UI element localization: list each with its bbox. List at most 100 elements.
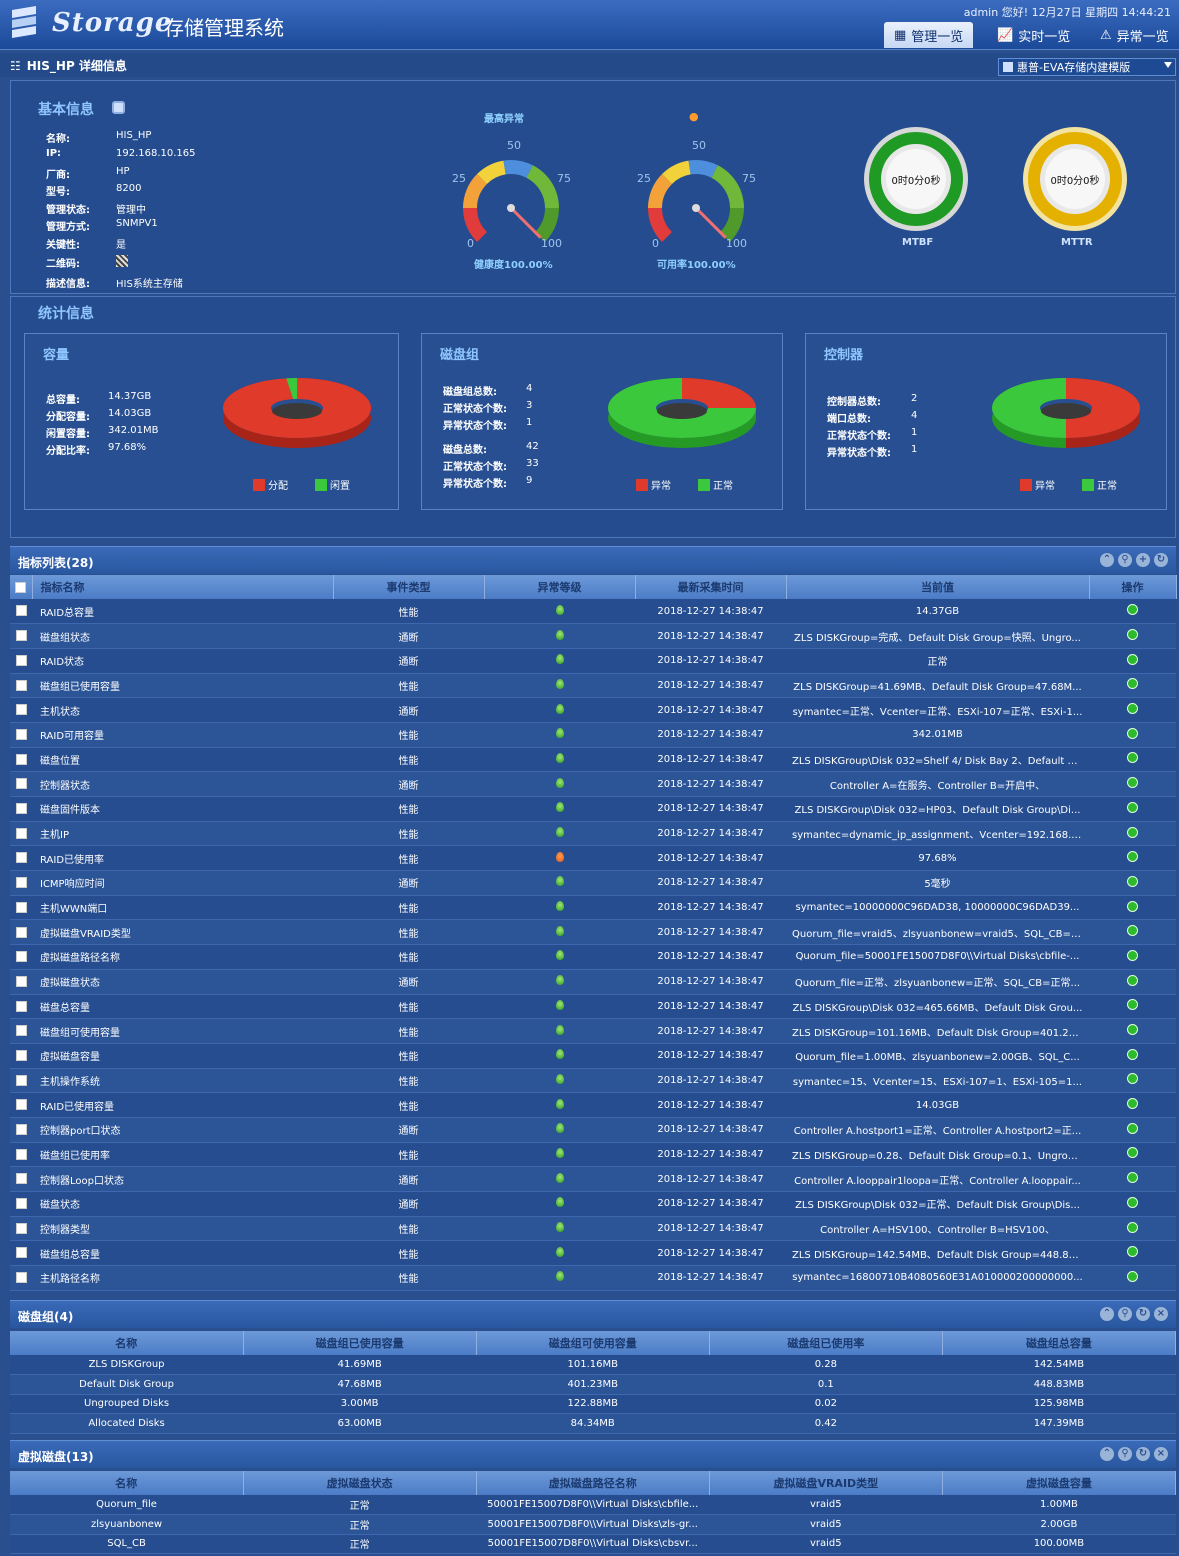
row-select[interactable] bbox=[10, 648, 32, 674]
row-action[interactable] bbox=[1089, 796, 1176, 822]
row-action[interactable] bbox=[1089, 969, 1176, 995]
row-action[interactable] bbox=[1089, 994, 1176, 1020]
table-row[interactable]: 虚拟磁盘路径名称 性能 2018-12-27 14:38:47 Quorum_file… bbox=[10, 944, 1176, 970]
table-row[interactable]: 虚拟磁盘VRAID类型 性能 2018-12-27 14:38:47 Quorum_f… bbox=[10, 919, 1176, 946]
row-select[interactable] bbox=[10, 1043, 32, 1069]
row-checkbox[interactable] bbox=[15, 852, 27, 864]
row-select[interactable] bbox=[10, 944, 32, 970]
table-row[interactable]: 主机状态 通断 2018-12-27 14:38:47 symantec=正常、Vce… bbox=[10, 697, 1176, 723]
row-action[interactable] bbox=[1089, 1216, 1176, 1242]
table-row[interactable]: 主机WWN端口 性能 2018-12-27 14:38:47 symantec=100… bbox=[10, 895, 1176, 921]
column-header[interactable]: 异常等级 bbox=[484, 575, 636, 599]
row-checkbox[interactable] bbox=[15, 1000, 27, 1012]
row-checkbox[interactable] bbox=[15, 877, 27, 889]
select-all-checkbox[interactable] bbox=[15, 582, 27, 593]
action-icon[interactable] bbox=[1127, 1147, 1138, 1159]
nav-management-overview[interactable]: ▦ 管理一览 bbox=[884, 22, 974, 48]
template-select[interactable]: 惠普-EVA存储内建模版 bbox=[998, 58, 1176, 76]
row-select[interactable] bbox=[10, 1092, 32, 1118]
column-header[interactable]: 虚拟磁盘VRAID类型 bbox=[709, 1471, 943, 1495]
row-select[interactable] bbox=[10, 845, 32, 872]
action-icon[interactable] bbox=[1127, 900, 1138, 912]
table-row[interactable]: 控制器状态 通断 2018-12-27 14:38:47 Controller A=在… bbox=[10, 771, 1176, 797]
table-row[interactable]: Default Disk Group 47.68MB 401.23MB 0.1 448.… bbox=[10, 1374, 1176, 1395]
add-icon[interactable]: + bbox=[1136, 553, 1150, 567]
row-select[interactable] bbox=[10, 623, 32, 649]
row-select[interactable] bbox=[10, 1142, 32, 1168]
action-icon[interactable] bbox=[1127, 752, 1138, 764]
column-header[interactable]: 事件类型 bbox=[333, 575, 485, 599]
row-action[interactable] bbox=[1089, 1191, 1176, 1217]
row-action[interactable] bbox=[1089, 1018, 1176, 1044]
row-checkbox[interactable] bbox=[15, 1272, 27, 1284]
table-row[interactable]: 虚拟磁盘容量 性能 2018-12-27 14:38:47 Quorum_file=1… bbox=[10, 1043, 1176, 1069]
column-header[interactable]: 名称 bbox=[10, 1471, 244, 1495]
action-icon[interactable] bbox=[1127, 1098, 1138, 1110]
row-checkbox[interactable] bbox=[15, 1148, 27, 1160]
action-icon[interactable] bbox=[1127, 1073, 1138, 1085]
row-checkbox[interactable] bbox=[15, 729, 27, 741]
table-row[interactable]: 磁盘总容量 性能 2018-12-27 14:38:47 ZLS DISKGroup\… bbox=[10, 994, 1176, 1020]
table-row[interactable]: RAID总容量 性能 2018-12-27 14:38:47 14.37GB bbox=[10, 599, 1176, 625]
refresh-icon[interactable]: ↻ bbox=[1136, 1447, 1150, 1461]
row-checkbox[interactable] bbox=[15, 605, 27, 617]
row-action[interactable] bbox=[1089, 623, 1176, 649]
row-checkbox[interactable] bbox=[15, 753, 27, 765]
row-action[interactable] bbox=[1089, 895, 1176, 921]
action-icon[interactable] bbox=[1127, 1172, 1138, 1184]
column-header[interactable]: 磁盘组总容量 bbox=[942, 1331, 1177, 1355]
table-row[interactable]: 磁盘组已使用容量 性能 2018-12-27 14:38:47 ZLS DISKGro… bbox=[10, 673, 1176, 699]
row-select[interactable] bbox=[10, 870, 32, 896]
action-icon[interactable] bbox=[1127, 949, 1138, 961]
row-checkbox[interactable] bbox=[15, 901, 27, 913]
row-action[interactable] bbox=[1089, 722, 1176, 748]
row-checkbox[interactable] bbox=[15, 654, 27, 666]
table-row[interactable]: RAID已使用容量 性能 2018-12-27 14:38:47 14.03GB bbox=[10, 1092, 1176, 1118]
row-checkbox[interactable] bbox=[15, 679, 27, 691]
action-icon[interactable] bbox=[1127, 653, 1138, 665]
row-action[interactable] bbox=[1089, 1166, 1176, 1192]
table-row[interactable]: Allocated Disks 63.00MB 84.34MB 0.42 147.39M… bbox=[10, 1413, 1176, 1434]
row-action[interactable] bbox=[1089, 599, 1176, 625]
column-header[interactable]: 虚拟磁盘状态 bbox=[243, 1471, 477, 1495]
row-select[interactable] bbox=[10, 1240, 32, 1267]
table-row[interactable]: RAID已使用率 性能 2018-12-27 14:38:47 97.68% bbox=[10, 845, 1176, 872]
refresh-icon[interactable]: ↻ bbox=[1154, 553, 1168, 567]
row-checkbox[interactable] bbox=[15, 630, 27, 642]
row-select[interactable] bbox=[10, 673, 32, 699]
row-checkbox[interactable] bbox=[15, 1124, 27, 1136]
row-action[interactable] bbox=[1089, 1142, 1176, 1168]
row-action[interactable] bbox=[1089, 1092, 1176, 1118]
row-select[interactable] bbox=[10, 796, 32, 822]
column-header[interactable]: 当前值 bbox=[786, 575, 1090, 599]
row-select[interactable] bbox=[10, 994, 32, 1020]
row-action[interactable] bbox=[1089, 697, 1176, 723]
column-header[interactable]: 磁盘组可使用容量 bbox=[476, 1331, 710, 1355]
table-row[interactable]: 控制器port口状态 通断 2018-12-27 14:38:47 Controlle… bbox=[10, 1117, 1176, 1143]
row-select[interactable] bbox=[10, 599, 32, 625]
table-row[interactable]: Ungrouped Disks 3.00MB 122.88MB 0.02 125.98M… bbox=[10, 1394, 1176, 1414]
row-select[interactable] bbox=[10, 1191, 32, 1217]
row-select[interactable] bbox=[10, 1216, 32, 1242]
action-icon[interactable] bbox=[1127, 925, 1138, 937]
column-header[interactable]: 指标名称 bbox=[32, 575, 334, 599]
close-icon[interactable]: × bbox=[1154, 1447, 1168, 1461]
settings-icon[interactable] bbox=[112, 101, 125, 114]
action-icon[interactable] bbox=[1127, 703, 1138, 715]
row-action[interactable] bbox=[1089, 821, 1176, 847]
table-row[interactable]: 磁盘组状态 通断 2018-12-27 14:38:47 ZLS DISKGroup=… bbox=[10, 623, 1176, 649]
collapse-icon[interactable]: ⌃ bbox=[1100, 1447, 1114, 1461]
select-all-header[interactable] bbox=[10, 575, 33, 599]
table-row[interactable]: 磁盘组已使用率 性能 2018-12-27 14:38:47 ZLS DISKGrou… bbox=[10, 1142, 1176, 1168]
row-action[interactable] bbox=[1089, 870, 1176, 896]
action-icon[interactable] bbox=[1127, 851, 1138, 863]
row-action[interactable] bbox=[1089, 845, 1176, 872]
row-checkbox[interactable] bbox=[15, 1222, 27, 1234]
row-checkbox[interactable] bbox=[15, 975, 27, 987]
close-icon[interactable]: × bbox=[1154, 1307, 1168, 1321]
action-icon[interactable] bbox=[1127, 974, 1138, 986]
row-checkbox[interactable] bbox=[15, 778, 27, 790]
column-header[interactable]: 虚拟磁盘容量 bbox=[942, 1471, 1177, 1495]
row-action[interactable] bbox=[1089, 771, 1176, 797]
table-row[interactable]: 控制器类型 性能 2018-12-27 14:38:47 Controller A=H… bbox=[10, 1216, 1176, 1242]
